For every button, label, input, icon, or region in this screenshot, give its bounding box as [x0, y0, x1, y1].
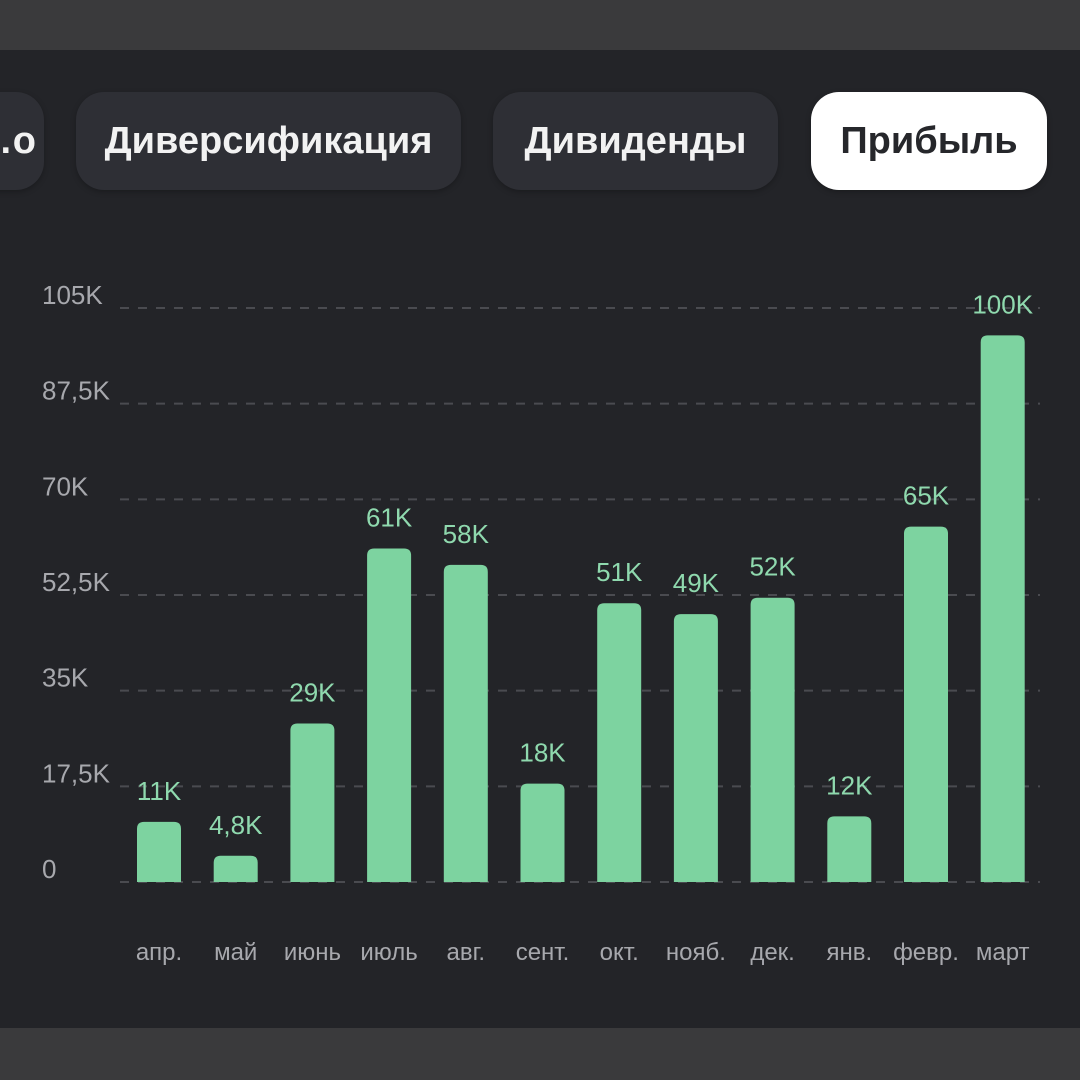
bar — [904, 526, 948, 882]
bar — [367, 548, 412, 882]
bar-value-label: 58K — [443, 519, 490, 549]
tab-diversification[interactable]: Диверсификация — [76, 92, 461, 190]
x-tick-label: янв. — [826, 939, 872, 966]
x-tick-label: окт. — [600, 939, 639, 966]
bar-value-label: 29K — [289, 677, 336, 707]
x-tick-label: февр. — [893, 939, 959, 966]
y-tick-label: 0 — [42, 854, 56, 884]
tab-clipped[interactable]: …о — [0, 92, 44, 190]
x-tick-label: май — [214, 939, 257, 966]
bar-value-label: 100K — [972, 289, 1033, 319]
x-tick-label: нояб. — [666, 939, 726, 966]
bar-value-label: 51K — [596, 557, 643, 587]
bar — [750, 597, 795, 882]
bar-value-label: 12K — [826, 770, 873, 800]
x-tick-label: апр. — [136, 939, 182, 966]
bars — [137, 335, 1025, 882]
y-tick-label: 105K — [42, 280, 103, 310]
grid-lines — [120, 307, 1040, 883]
bar — [520, 783, 565, 882]
bar-value-label: 18K — [519, 738, 566, 768]
bar — [443, 564, 488, 882]
y-axis-ticks: 0 17,5K 35K 52,5K 70K 87,5K 105K — [42, 280, 111, 884]
x-axis-ticks: апр. май июнь июль авг. сент. окт. нояб. дек. янв… — [136, 939, 1030, 966]
x-tick-label: март — [976, 939, 1030, 966]
bar-value-label: 65K — [903, 481, 950, 511]
navigation-bar-strip — [0, 1028, 1080, 1080]
bar — [137, 821, 181, 882]
bar — [827, 816, 872, 882]
tab-clipped-label: …о — [0, 119, 36, 162]
bar-value-label: 11K — [137, 776, 182, 806]
y-tick-label: 70K — [42, 471, 89, 501]
bar-value-label: 49K — [673, 568, 720, 598]
y-tick-label: 35K — [42, 663, 89, 693]
tab-profit[interactable]: Прибыль — [811, 92, 1047, 190]
bar-value-label: 61K — [366, 503, 413, 533]
y-tick-label: 17,5K — [42, 758, 111, 788]
profit-bar-chart: 0 17,5K 35K 52,5K 70K 87,5K 105K 11K 4,8K 29K 61K… — [42, 280, 1040, 966]
x-tick-label: дек. — [750, 939, 795, 966]
x-tick-label: сент. — [516, 939, 570, 966]
y-tick-label: 52,5K — [42, 567, 111, 597]
tab-diversification-label: Диверсификация — [104, 119, 433, 162]
x-tick-label: июль — [360, 939, 417, 966]
bar-value-label: 52K — [749, 552, 796, 582]
bar-value-label: 4,8K — [209, 810, 263, 840]
y-tick-label: 87,5K — [42, 376, 111, 406]
tab-dividends[interactable]: Дивиденды — [493, 92, 778, 190]
value-labels: 11K 4,8K 29K 61K 58K 18K 51K 49K 52K 12K 65K 100K — [137, 289, 1034, 839]
tab-dividends-label: Дивиденды — [524, 119, 747, 162]
x-tick-label: июнь — [284, 939, 341, 966]
bar — [673, 614, 718, 882]
x-tick-label: авг. — [447, 939, 486, 966]
bar — [290, 723, 335, 882]
bar — [980, 335, 1025, 882]
bar — [597, 603, 642, 882]
status-bar-strip — [0, 0, 1080, 50]
bar — [213, 855, 258, 882]
tab-profit-label: Прибыль — [840, 119, 1018, 162]
